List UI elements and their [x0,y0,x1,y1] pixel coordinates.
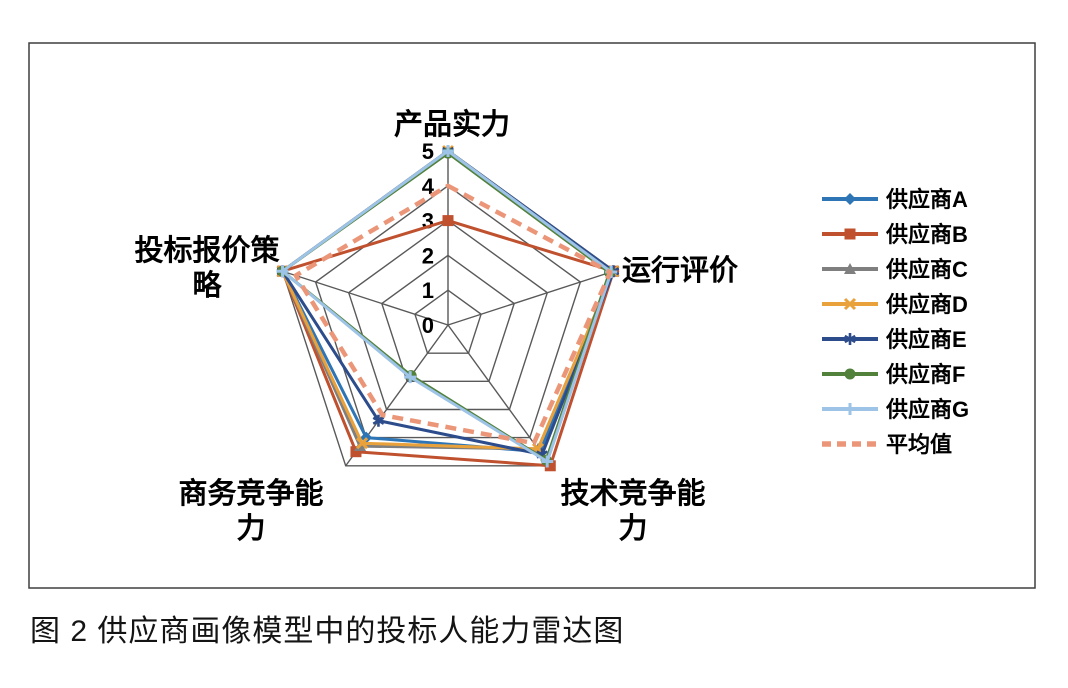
svg-text:投标报价策: 投标报价策 [134,233,280,267]
legend-item-supplier-g: 供应商G [822,397,969,422]
legend-label-supplier-c: 供应商C [885,257,968,282]
legend-label-supplier-a: 供应商A [885,187,968,212]
svg-text:略: 略 [192,269,222,302]
axis-title-1: 运行评价 [622,254,739,287]
figure-caption: 图 2 供应商画像模型中的投标人能力雷达图 [30,615,625,648]
tick-label-1: 1 [422,278,434,303]
legend: 供应商A 供应商B 供应商C 供应商D 供应商E 供应商F 供应商G 平均值 [822,187,969,457]
svg-text:商务竞争能: 商务竞争能 [178,476,323,510]
tick-label-2: 2 [422,243,434,268]
legend-label-supplier-f: 供应商F [885,362,965,387]
legend-label-average: 平均值 [886,432,952,457]
legend-item-supplier-b: 供应商B [822,222,968,247]
tick-label-5: 5 [422,139,434,164]
svg-text:运行评价: 运行评价 [622,254,739,287]
legend-item-average: 平均值 [822,432,952,457]
legend-item-supplier-c: 供应商C [822,257,968,282]
svg-text:产品实力: 产品实力 [394,107,510,141]
tick-label-4: 4 [422,174,435,199]
radar-grid [281,150,615,467]
series-average [293,183,613,446]
svg-text:技术竞争能: 技术竞争能 [560,476,705,510]
axis-title-0: 产品实力 [394,107,510,141]
legend-item-supplier-a: 供应商A [822,187,968,212]
legend-label-supplier-d: 供应商D [885,292,968,317]
legend-item-supplier-f: 供应商F [822,362,965,387]
legend-label-supplier-e: 供应商E [885,327,967,352]
legend-label-supplier-g: 供应商G [885,397,969,422]
legend-label-supplier-b: 供应商B [885,222,968,247]
svg-text:力: 力 [618,512,647,545]
svg-text:力: 力 [236,512,265,545]
tick-label-3: 3 [422,209,434,234]
legend-item-supplier-e: 供应商E [822,327,967,352]
legend-item-supplier-d: 供应商D [822,292,968,317]
tick-label-0: 0 [422,313,434,338]
chart-frame-border [28,42,1036,589]
